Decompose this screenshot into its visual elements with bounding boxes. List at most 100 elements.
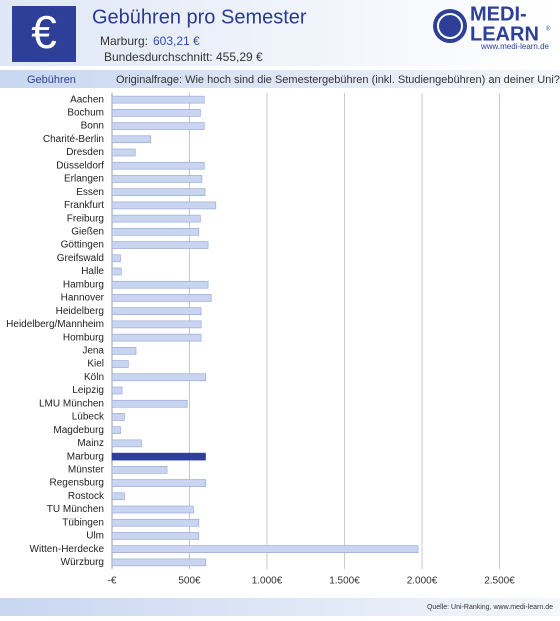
x-tick-label: 2.000€ [407,576,438,587]
logo-text: MEDI- [470,3,527,25]
logo-url: www.medi-learn.de [480,42,550,51]
logo-mark: ® [546,26,551,33]
bar [111,426,121,434]
bar [111,386,123,395]
y-tick-label: Bochum [67,107,104,118]
header-band [0,0,560,66]
bar [111,492,125,501]
y-tick-label: Köln [84,372,104,383]
y-tick-label: Lübeck [72,412,105,423]
bar [111,267,122,276]
bar [111,228,200,236]
bar [111,135,152,144]
bar [111,518,200,527]
y-tick-label: Greifswald [57,253,104,264]
y-tick-label: Göttingen [61,240,104,251]
logo-text: LEARN [470,23,539,45]
y-tick-label: Frankfurt [64,200,104,211]
bar [111,320,202,329]
bar [111,532,200,540]
tab: Gebühren [27,74,76,86]
bar [111,188,206,196]
y-tick-label: Heidelberg/Mannheim [6,319,104,330]
y-tick-label: Düsseldorf [56,160,104,171]
bar [111,452,206,461]
bar [111,161,205,170]
source: Quelle: Uni-Ranking, www.medi-learn.de [427,604,553,611]
x-tick-label: -€ [108,576,117,587]
bar [111,95,205,104]
bar [111,109,201,117]
bar [111,413,125,421]
marburg-label: Marburg: [100,34,148,48]
bar [111,545,419,553]
bar [111,466,168,474]
question: Originalfrage: Wie hoch sind die Semeste… [116,74,560,86]
bar [111,148,136,157]
bar [111,175,203,183]
x-tick-label: 1.500€ [329,576,360,587]
plot: -€ 500€ 1.000€ 1.500€ 2.000€ 2.500€ Aachen Boch… [6,93,515,587]
y-tick-label: Ulm [86,531,104,542]
bar [111,122,205,130]
y-tick-label: LMU München [39,398,104,409]
bar [111,294,212,302]
x-tick-label: 1.000€ [252,576,283,587]
y-tick-label: Homburg [63,332,104,343]
y-tick-label: TU München [47,504,104,515]
y-tick-label: Rostock [68,491,105,502]
y-tick-label: Kiel [87,359,104,370]
y-tick-label: Münster [68,464,105,475]
average-label: Bundesdurchschnitt: [104,50,213,64]
bar [111,399,188,408]
bar [111,558,207,567]
y-tick-label: Erlangen [64,174,104,185]
bar [111,307,202,315]
x-tick-label: 2.500€ [484,576,515,587]
y-tick-label: Jena [82,345,104,356]
bar [111,214,201,223]
y-tick-label: Witten-Herdecke [30,544,105,555]
y-tick-label: Würzburg [61,557,104,568]
y-tick-label: Tübingen [62,517,104,528]
y-tick-label: Essen [76,187,104,198]
y-tick-label: Freiburg [67,213,104,224]
y-tick-label: Mainz [77,438,104,449]
y-tick-label: Halle [81,266,104,277]
euro-symbol: € [31,6,57,58]
bar [111,201,217,210]
bar [111,254,121,263]
y-tick-label: Bonn [81,121,104,132]
y-tick-label: Magdeburg [53,425,104,436]
bar [111,505,194,514]
y-tick-label: Regensburg [50,478,104,489]
marburg-value: 603,21 € [153,34,200,48]
y-tick-label: Leipzig [72,385,104,396]
footer-band [0,598,560,616]
y-tick-label: Hannover [61,293,105,304]
y-tick-label: Dresden [66,147,104,158]
bar [111,280,209,289]
bar [111,333,202,342]
logo-ring [437,13,463,39]
y-tick-label: Aachen [70,94,104,105]
y-tick-label: Gießen [71,226,104,237]
question-band [0,70,560,88]
bar [111,439,142,448]
bar [111,241,209,249]
y-tick-label: Charité-Berlin [43,134,104,145]
euro-icon [12,6,76,62]
bar [111,360,129,368]
y-tick-label: Heidelberg [56,306,104,317]
y-tick-label: Marburg [67,451,104,462]
title: Gebühren pro Semester [92,6,307,28]
bar [111,373,207,382]
bar [111,479,207,487]
bar [111,347,137,355]
average-value: 455,29 € [216,50,263,64]
y-tick-label: Hamburg [63,279,104,290]
x-tick-label: 500€ [178,576,201,587]
